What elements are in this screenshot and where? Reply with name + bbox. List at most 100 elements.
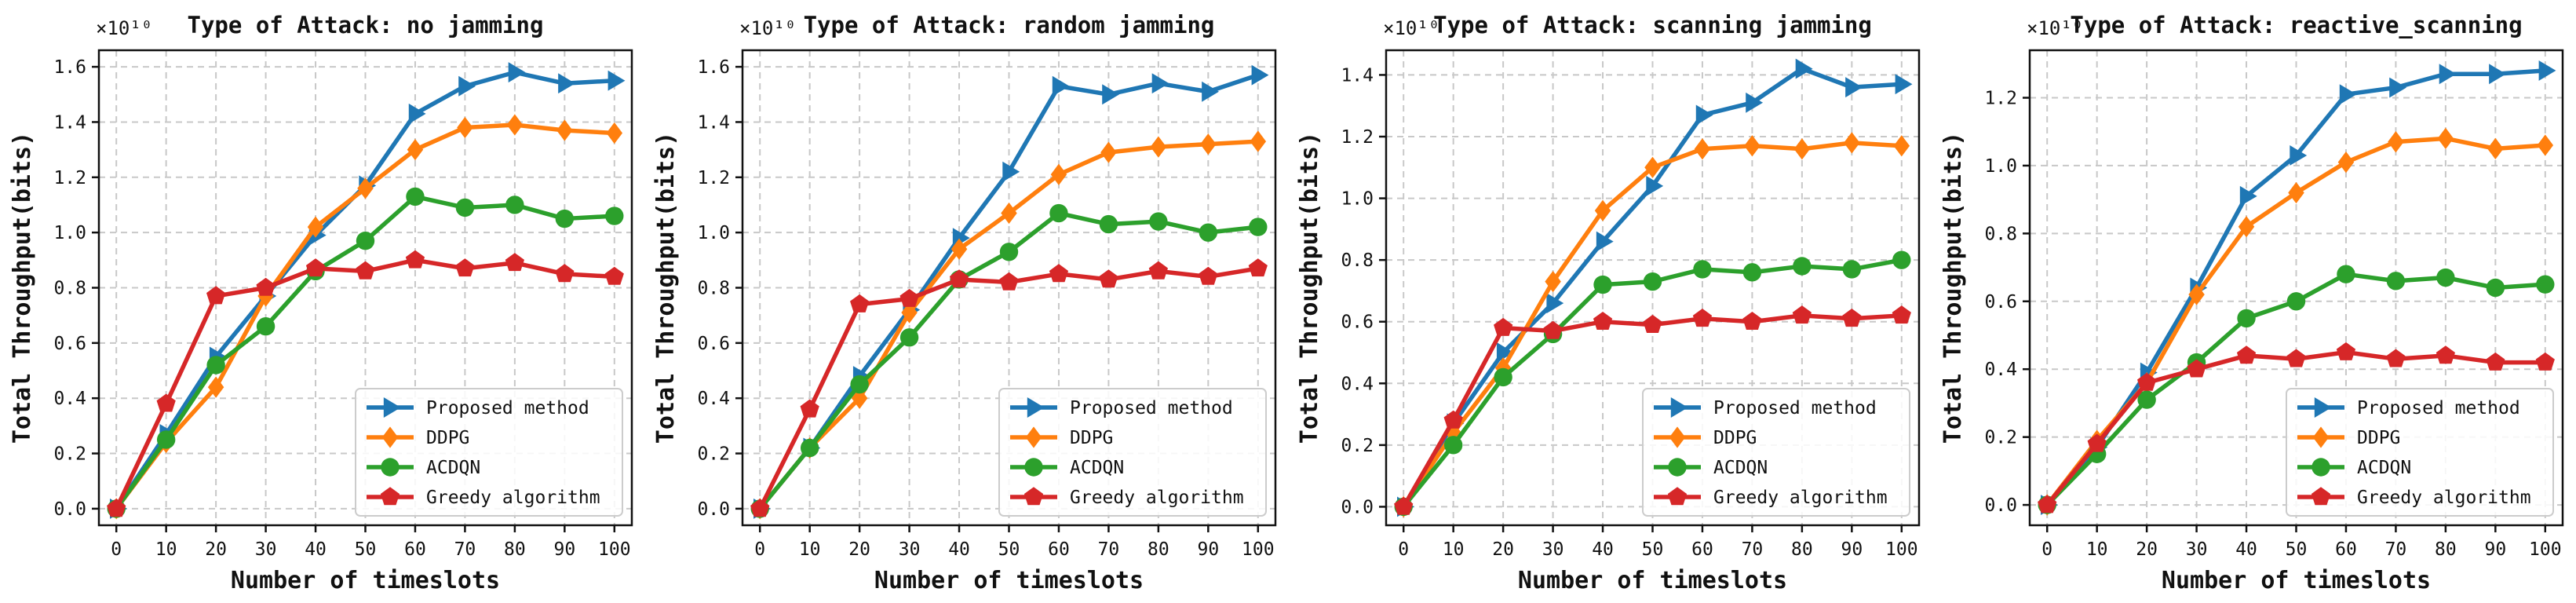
- data-point: [206, 356, 225, 375]
- y-multiplier-label: ×10¹⁰: [96, 17, 152, 39]
- chart-panel-2: 0 10 20 30 40 50 60 70 80 90 100 0.0 0.2 0.4 0.6 0.8 1.0…: [652, 12, 1277, 594]
- data-point: [1792, 305, 1812, 324]
- data-point: [2290, 144, 2308, 166]
- x-tick-label: 0: [111, 539, 122, 560]
- data-point: [556, 119, 573, 141]
- legend-label: Greedy algorithm: [2357, 488, 2531, 508]
- legend-marker: [381, 458, 400, 477]
- legend-item: Greedy algorithm: [2297, 487, 2531, 508]
- data-point: [2237, 309, 2256, 328]
- data-point: [307, 216, 324, 238]
- y-tick-label: 0.8: [1341, 250, 1374, 271]
- data-point: [605, 206, 624, 225]
- legend: Proposed method DDPG ACDQN Greedy algorithm: [2286, 388, 2554, 517]
- legend-marker: [380, 487, 400, 506]
- data-point: [2439, 64, 2457, 85]
- data-point: [2238, 216, 2255, 238]
- data-point: [1099, 214, 1118, 234]
- data-point: [1895, 74, 1913, 95]
- legend-label: Greedy algorithm: [426, 488, 600, 508]
- y-tick-label: 0.8: [697, 279, 730, 299]
- data-point: [1844, 132, 1860, 154]
- x-tick-label: 90: [2484, 539, 2506, 560]
- data-point: [1394, 496, 1414, 515]
- data-point: [1002, 161, 1020, 182]
- legend-item: DDPG: [2297, 426, 2400, 448]
- legend-item: Proposed method: [367, 397, 589, 418]
- data-point: [1596, 231, 1614, 252]
- data-point: [1251, 64, 1269, 86]
- y-tick-label: 1.4: [53, 112, 86, 133]
- data-point: [2188, 283, 2205, 305]
- series-greedy-algorithm: [2038, 342, 2555, 513]
- data-point: [850, 294, 870, 312]
- y-tick-label: 1.2: [697, 168, 730, 188]
- data-point: [207, 376, 224, 398]
- data-point: [505, 253, 524, 272]
- y-tick-label: 0.2: [1341, 436, 1374, 456]
- data-point: [356, 232, 375, 250]
- data-point: [107, 499, 126, 517]
- x-tick-label: 70: [1098, 539, 1120, 560]
- x-axis-label: Number of timeslots: [2162, 567, 2431, 594]
- y-axis-label: Total Throughput(bits): [652, 132, 680, 444]
- data-point: [1099, 269, 1118, 288]
- legend-marker: [2312, 426, 2330, 448]
- legend-label: Proposed method: [2357, 398, 2520, 418]
- legend-label: DDPG: [1070, 428, 1113, 448]
- x-tick-label: 80: [2435, 539, 2457, 560]
- legend-label: DDPG: [1713, 428, 1757, 448]
- data-point: [406, 187, 425, 206]
- data-point: [2489, 64, 2506, 85]
- data-point: [506, 114, 524, 136]
- data-point: [1746, 92, 1764, 113]
- legend-marker: [1024, 458, 1043, 477]
- legend-marker: [1670, 397, 1688, 418]
- data-point: [2288, 181, 2304, 204]
- x-tick-label: 80: [1791, 539, 1813, 560]
- data-point: [1148, 261, 1168, 280]
- data-point: [356, 261, 375, 280]
- legend-box: [2286, 388, 2554, 517]
- y-tick-label: 0.6: [53, 334, 86, 354]
- x-tick-label: 40: [948, 539, 970, 560]
- y-tick-label: 0.8: [1984, 224, 2017, 244]
- data-point: [1100, 141, 1117, 163]
- data-point: [1102, 84, 1120, 105]
- y-tick-label: 0.0: [697, 499, 730, 520]
- data-point: [2337, 151, 2355, 174]
- data-point: [1149, 212, 1168, 231]
- legend-item: Proposed method: [1010, 397, 1233, 418]
- data-point: [2286, 292, 2306, 311]
- x-tick-label: 100: [598, 539, 631, 560]
- x-tick-label: 0: [754, 539, 765, 560]
- data-point: [850, 375, 869, 394]
- data-point: [608, 70, 626, 91]
- x-tick-label: 50: [355, 539, 377, 560]
- data-point: [949, 269, 969, 288]
- y-tick-label: 0.4: [53, 389, 86, 409]
- x-tick-label: 60: [404, 539, 426, 560]
- data-point: [407, 138, 424, 161]
- x-tick-label: 50: [1642, 539, 1664, 560]
- legend-box: [1642, 388, 1910, 517]
- x-tick-label: 0: [1398, 539, 1409, 560]
- x-tick-label: 20: [1492, 539, 1514, 560]
- data-point: [1594, 199, 1611, 221]
- data-point: [1845, 77, 1863, 98]
- data-point: [408, 103, 426, 124]
- data-point: [2239, 185, 2257, 206]
- data-point: [1546, 293, 1564, 314]
- data-point: [1643, 272, 1662, 291]
- x-tick-label: 10: [155, 539, 177, 560]
- data-point: [156, 430, 176, 449]
- x-axis-label: Number of timeslots: [874, 567, 1144, 594]
- legend-label: ACDQN: [1070, 458, 1124, 478]
- legend-marker: [1667, 487, 1688, 506]
- data-point: [2535, 352, 2555, 371]
- data-point: [2436, 345, 2455, 364]
- data-point: [1049, 203, 1068, 223]
- data-point: [800, 399, 819, 418]
- data-point: [1049, 264, 1069, 283]
- y-tick-label: 1.0: [1341, 189, 1374, 210]
